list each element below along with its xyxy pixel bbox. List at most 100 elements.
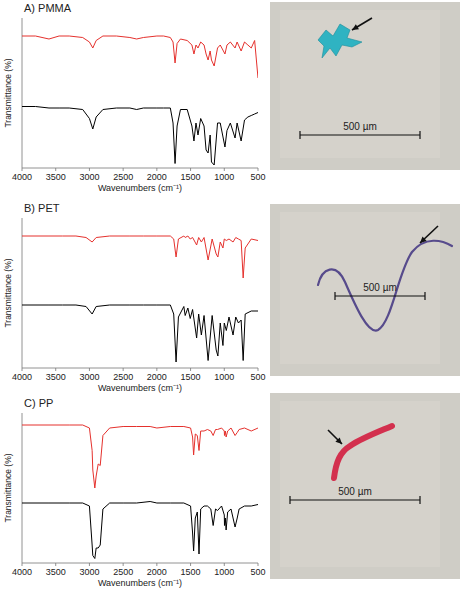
y-axis (22, 18, 23, 168)
panel-title: C) PP (24, 397, 53, 409)
x-tick (224, 563, 225, 566)
x-tick (123, 168, 124, 171)
scale-bar-end (334, 292, 335, 300)
x-tick-label: 4000 (12, 172, 32, 182)
x-tick-label: 3500 (46, 372, 66, 382)
fragment (334, 426, 392, 478)
x-tick (224, 168, 225, 171)
y-axis-label: Transmittance (%) (3, 58, 13, 127)
arrow-head (352, 24, 359, 30)
x-tick (123, 563, 124, 566)
photo-texture (280, 10, 440, 158)
scale-bar (300, 134, 420, 135)
scale-bar-label: 500 µm (338, 486, 372, 497)
x-tick (258, 168, 259, 171)
scale-bar-end (299, 131, 300, 139)
x-tick (22, 168, 23, 171)
spectrum-line (22, 305, 258, 362)
spectrum-line (22, 36, 258, 78)
x-axis-label: Wavenumbers (cm⁻¹) (98, 183, 182, 193)
x-tick (258, 368, 259, 371)
plot-area (22, 425, 258, 559)
x-tick-label: 2500 (113, 172, 133, 182)
arrow (328, 430, 342, 444)
x-tick-label: 2000 (147, 372, 167, 382)
arrow (352, 18, 372, 30)
x-axis (22, 368, 258, 369)
scale-bar-label: 500 µm (363, 282, 397, 293)
x-tick (258, 563, 259, 566)
x-tick (123, 368, 124, 371)
x-tick-label: 500 (250, 567, 265, 577)
scale-bar (335, 295, 425, 296)
scale-bar-end (419, 496, 420, 504)
x-tick-label: 4000 (12, 372, 32, 382)
plot-area (22, 236, 258, 362)
plot-area (22, 36, 258, 165)
x-tick-label: 4000 (12, 567, 32, 577)
x-tick (22, 368, 23, 371)
photo-texture (280, 212, 440, 364)
x-tick (89, 563, 90, 566)
x-tick (55, 368, 56, 371)
arrow-head (420, 236, 427, 243)
x-tick (55, 168, 56, 171)
photo-texture (280, 401, 440, 567)
x-tick-label: 1500 (181, 567, 201, 577)
x-tick-label: 3000 (79, 372, 99, 382)
x-tick (89, 368, 90, 371)
x-tick-label: 2000 (147, 567, 167, 577)
x-tick-label: 1000 (214, 567, 234, 577)
x-tick-label: 3000 (79, 172, 99, 182)
panel-title: B) PET (24, 202, 60, 214)
scale-bar-end (419, 131, 420, 139)
micrograph: 500 µm (270, 393, 460, 579)
x-tick-label: 500 (250, 372, 265, 382)
x-tick (55, 563, 56, 566)
scale-bar-label: 500 µm (343, 121, 377, 132)
y-axis (22, 218, 23, 368)
x-tick-label: 1000 (214, 172, 234, 182)
x-tick-label: 3500 (46, 172, 66, 182)
micrograph: 500 µm (270, 204, 460, 376)
x-tick (156, 368, 157, 371)
x-tick-label: 2500 (113, 372, 133, 382)
photo-background (270, 2, 460, 170)
spectrum-panel: B) PET Transmittance (%) 4000 3500 3000 2500 2… (3, 202, 266, 393)
y-axis-label: Transmittance (%) (3, 258, 13, 327)
x-axis-label: Wavenumbers (cm⁻¹) (98, 578, 182, 588)
fiber (318, 241, 452, 331)
x-tick-label: 1000 (214, 372, 234, 382)
x-tick-label: 1500 (181, 372, 201, 382)
figure-svg: A) PMMA Transmittance (%) 4000 3500 3000 2500… (0, 0, 463, 600)
panel-title: A) PMMA (24, 2, 72, 14)
figure: A) PMMA Transmittance (%) 4000 3500 3000 2500… (0, 0, 463, 600)
x-tick-label: 500 (250, 172, 265, 182)
scale-bar (290, 499, 420, 500)
spectrum-line (22, 425, 258, 488)
x-axis (22, 563, 258, 564)
scale-bar-end (424, 292, 425, 300)
spectrum-panel: C) PPTransmittance (%)400035003000250020… (3, 397, 266, 588)
arrow (420, 226, 438, 243)
spectrum-line (22, 236, 258, 278)
x-tick (190, 368, 191, 371)
arrow-head (335, 437, 342, 444)
micrograph: 500 µm (270, 2, 460, 170)
spectrum-panel: A) PMMA Transmittance (%) 4000 3500 3000 2500… (3, 2, 266, 193)
x-tick-label: 2500 (113, 567, 133, 577)
photo-background (270, 393, 460, 579)
x-axis-label: Wavenumbers (cm⁻¹) (98, 383, 182, 393)
x-tick-label: 3000 (79, 567, 99, 577)
y-axis-label: Transmittance (%) (3, 453, 13, 522)
x-tick (89, 168, 90, 171)
y-axis (22, 413, 23, 563)
x-tick-label: 2000 (147, 172, 167, 182)
x-tick (224, 368, 225, 371)
x-tick (156, 563, 157, 566)
x-tick (22, 563, 23, 566)
photo-background (270, 204, 460, 376)
particle (318, 24, 362, 58)
x-tick (190, 168, 191, 171)
spectrum-line (22, 107, 258, 166)
